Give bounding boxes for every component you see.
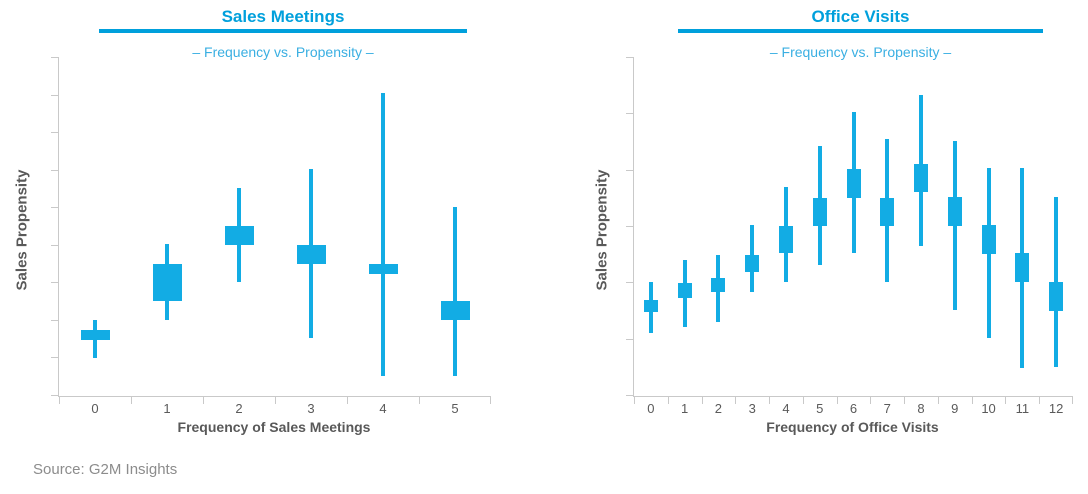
- y-axis-tick: [51, 395, 58, 396]
- y-axis-tick: [51, 319, 58, 321]
- box: [80, 329, 110, 341]
- y-axis-tick: [51, 357, 58, 359]
- x-tick-label: 2: [714, 401, 723, 416]
- y-axis-tick: [626, 282, 633, 284]
- x-axis-tick: [904, 397, 906, 404]
- box: [368, 264, 398, 274]
- y-axis-tick: [626, 338, 633, 340]
- box: [981, 225, 996, 254]
- x-axis-tick: [701, 397, 703, 404]
- x-axis-tick: [870, 397, 872, 404]
- plot-area: 0 1 2 3 4 5 6 7 8 9 10 11 12: [626, 57, 1073, 416]
- x-tick-label: 9: [951, 401, 959, 416]
- y-axis-tick: [51, 282, 58, 284]
- x-tick-label: 5: [816, 401, 824, 416]
- chart-title: Office Visits: [811, 7, 910, 26]
- x-axis-tick: [634, 397, 635, 404]
- x-axis-tick: [971, 397, 973, 404]
- x-axis-tick: [131, 397, 132, 404]
- x-tick-label: 4: [782, 401, 790, 416]
- box: [643, 300, 658, 312]
- x-axis-tick: [419, 397, 420, 404]
- x-tick-label: 6: [849, 401, 858, 416]
- x-axis-tick: [802, 397, 804, 404]
- box: [677, 283, 692, 299]
- box: [296, 245, 326, 265]
- box: [778, 226, 793, 253]
- box: [947, 197, 962, 227]
- box: [846, 168, 861, 198]
- y-axis-tick: [51, 169, 58, 171]
- x-axis-tick: [347, 397, 348, 404]
- x-tick-label: 5: [451, 401, 459, 416]
- whisker: [1054, 197, 1059, 367]
- source-note: Source: G2M Insights: [33, 461, 178, 478]
- x-axis-tick: [1039, 397, 1041, 404]
- y-axis-tick: [626, 113, 633, 115]
- x-axis-tick: [937, 397, 939, 404]
- box: [152, 264, 182, 302]
- x-axis-title: Frequency of Office Visits: [766, 419, 939, 435]
- x-axis-tick: [59, 397, 60, 404]
- x-tick-label: 7: [883, 401, 891, 416]
- chart-subtitle: – Frequency vs. Propensity –: [769, 44, 952, 60]
- box: [224, 226, 254, 246]
- y-axis-tick: [51, 207, 58, 209]
- x-axis-tick: [769, 397, 771, 404]
- chart-title: Sales Meetings: [221, 7, 345, 26]
- chart-subtitle: – Frequency vs. Propensity –: [192, 44, 374, 60]
- box: [914, 164, 929, 192]
- x-tick-label: 12: [1048, 401, 1064, 416]
- x-tick-label: 0: [647, 401, 655, 416]
- title-underline-rule: [99, 29, 467, 33]
- y-axis-tick: [51, 244, 58, 246]
- x-tick-label: 4: [379, 401, 387, 416]
- box: [440, 301, 470, 321]
- plot-area: 0 1 2 3 4 5: [51, 57, 491, 416]
- box: [745, 254, 760, 272]
- x-axis-tick: [1072, 397, 1073, 404]
- title-underline-rule: [678, 29, 1043, 33]
- x-tick-label: 0: [91, 401, 99, 416]
- x-axis-tick: [490, 397, 491, 404]
- x-tick-label: 1: [163, 401, 171, 416]
- x-axis-tick: [667, 397, 669, 404]
- whisker: [381, 92, 385, 376]
- box: [812, 198, 827, 227]
- x-axis-tick: [836, 397, 838, 404]
- y-axis-tick: [626, 57, 633, 58]
- x-axis-tick: [735, 397, 737, 404]
- box: [1015, 252, 1030, 283]
- x-axis-tick: [275, 397, 276, 404]
- x-tick-label: 1: [681, 401, 689, 416]
- y-axis-tick: [51, 94, 58, 96]
- x-tick-label: 3: [748, 401, 756, 416]
- box: [1049, 282, 1064, 311]
- y-axis-title: Sales Propensity: [593, 169, 611, 291]
- y-axis-tick: [626, 169, 633, 171]
- x-tick-label: 11: [1015, 401, 1030, 416]
- y-axis-tick: [626, 226, 633, 227]
- x-axis-title: Frequency of Sales Meetings: [177, 419, 371, 435]
- box: [711, 278, 726, 292]
- x-axis-tick: [203, 397, 204, 404]
- x-tick-label: 8: [917, 401, 925, 416]
- x-axis-tick: [1005, 397, 1007, 404]
- x-tick-label: 10: [981, 401, 996, 416]
- y-axis-tick: [51, 132, 58, 134]
- x-tick-label: 3: [307, 401, 315, 416]
- x-tick-label: 2: [235, 401, 243, 416]
- whisker: [453, 206, 457, 376]
- y-axis-tick: [626, 395, 633, 396]
- box: [880, 198, 895, 227]
- y-axis-tick: [51, 57, 58, 58]
